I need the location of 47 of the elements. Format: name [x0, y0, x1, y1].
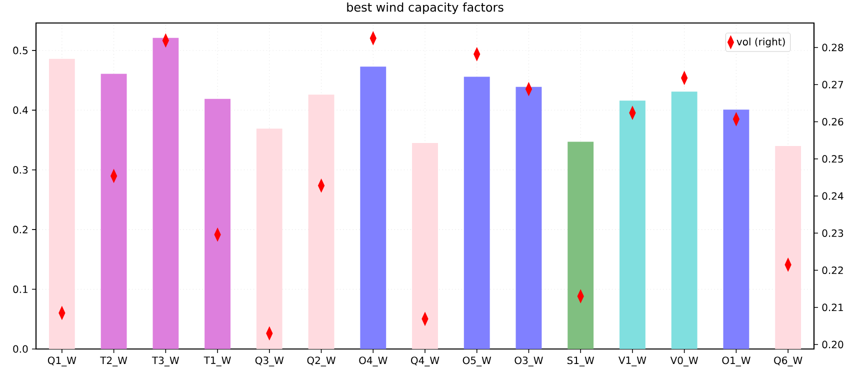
x-tick-label: T3_W: [152, 356, 180, 366]
x-tick-label: O4_W: [359, 356, 388, 366]
x-tick-label: O5_W: [462, 356, 492, 366]
x-tick-label: Q3_W: [255, 356, 284, 366]
bar: [100, 74, 127, 349]
x-tick-label: O1_W: [722, 356, 750, 366]
x-tick-label: T1_W: [204, 356, 231, 366]
bar: [671, 92, 698, 349]
y2-tick-label: 0.24: [822, 192, 844, 200]
x-tick-label: S1_W: [567, 356, 594, 366]
bar: [723, 110, 750, 349]
bar: [152, 38, 179, 349]
y-tick-label: 0.4: [13, 106, 28, 114]
y2-tick-label: 0.22: [822, 266, 843, 274]
y-tick-label: 0.1: [13, 285, 28, 294]
y2-tick-label: 0.25: [822, 155, 843, 163]
x-tick-label: O3_W: [514, 356, 543, 366]
bar: [48, 58, 75, 349]
legend-label: vol (right): [736, 38, 785, 48]
bar: [204, 98, 231, 349]
y-tick-label: 0.5: [13, 46, 28, 54]
bar: [412, 143, 438, 349]
x-tick-label: Q2_W: [307, 356, 336, 366]
y2-tick-label: 0.27: [822, 80, 843, 88]
bar: [620, 100, 646, 349]
y-tick-label: 0.0: [13, 345, 28, 353]
y-tick-label: 0.3: [13, 166, 28, 174]
chart-title: best wind capacity factors: [347, 2, 504, 14]
y2-tick-label: 0.20: [822, 340, 844, 348]
bar: [360, 66, 386, 349]
x-tick-label: Q4_W: [411, 356, 440, 366]
x-tick-label: Q6_W: [774, 356, 802, 366]
bar: [256, 128, 282, 349]
y2-tick-label: 0.23: [822, 229, 844, 237]
x-tick-label: T2_W: [100, 356, 128, 366]
x-tick-label: V0_W: [670, 356, 698, 366]
y-tick-label: 0.2: [13, 226, 28, 234]
y2-tick-label: 0.21: [822, 304, 843, 312]
bar: [516, 86, 542, 349]
y2-tick-label: 0.26: [822, 118, 844, 126]
x-tick-label: Q1_W: [48, 356, 76, 366]
x-tick-label: V1_W: [618, 356, 646, 366]
y2-tick-label: 0.28: [822, 44, 844, 52]
bar: [775, 146, 802, 349]
bar: [568, 142, 594, 349]
bar: [308, 94, 334, 349]
bar: [464, 76, 490, 349]
